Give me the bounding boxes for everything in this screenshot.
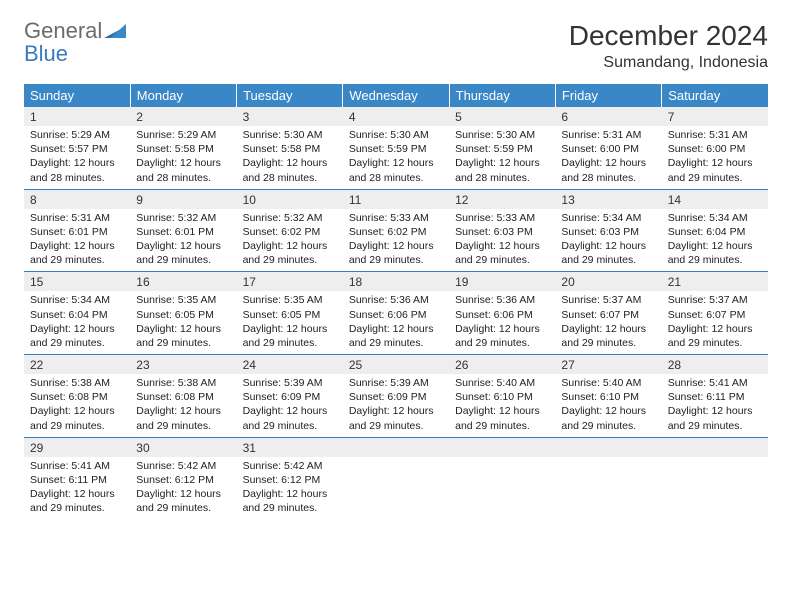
content-row: Sunrise: 5:34 AMSunset: 6:04 PMDaylight:…	[24, 291, 768, 354]
day-content: Sunrise: 5:38 AMSunset: 6:08 PMDaylight:…	[24, 374, 130, 437]
logo-general: General	[24, 18, 102, 43]
day-content: Sunrise: 5:36 AMSunset: 6:06 PMDaylight:…	[449, 291, 555, 354]
day-content: Sunrise: 5:40 AMSunset: 6:10 PMDaylight:…	[449, 374, 555, 437]
title-block: December 2024 Sumandang, Indonesia	[569, 20, 768, 72]
day-number: 20	[555, 272, 661, 291]
day-number: 22	[24, 355, 130, 374]
day-content: Sunrise: 5:38 AMSunset: 6:08 PMDaylight:…	[130, 374, 236, 437]
day-number: 8	[24, 190, 130, 209]
weekday-header: Sunday	[24, 84, 130, 107]
day-content: Sunrise: 5:32 AMSunset: 6:02 PMDaylight:…	[237, 209, 343, 272]
day-content: Sunrise: 5:34 AMSunset: 6:03 PMDaylight:…	[555, 209, 661, 272]
day-content: Sunrise: 5:39 AMSunset: 6:09 PMDaylight:…	[237, 374, 343, 437]
day-number: 14	[662, 190, 768, 209]
day-content: Sunrise: 5:42 AMSunset: 6:12 PMDaylight:…	[130, 457, 236, 520]
calendar-table: Sunday Monday Tuesday Wednesday Thursday…	[24, 84, 768, 519]
day-content: Sunrise: 5:34 AMSunset: 6:04 PMDaylight:…	[24, 291, 130, 354]
day-number: 13	[555, 190, 661, 209]
day-content: Sunrise: 5:31 AMSunset: 6:00 PMDaylight:…	[555, 126, 661, 189]
day-content: Sunrise: 5:42 AMSunset: 6:12 PMDaylight:…	[237, 457, 343, 520]
day-number: .	[662, 438, 768, 457]
weekday-header-row: Sunday Monday Tuesday Wednesday Thursday…	[24, 84, 768, 107]
logo-mark-icon	[104, 25, 126, 42]
weekday-header: Saturday	[662, 84, 768, 107]
day-number: 5	[449, 107, 555, 126]
content-row: Sunrise: 5:41 AMSunset: 6:11 PMDaylight:…	[24, 457, 768, 520]
day-number: 16	[130, 272, 236, 291]
weekday-header: Tuesday	[237, 84, 343, 107]
day-content: Sunrise: 5:32 AMSunset: 6:01 PMDaylight:…	[130, 209, 236, 272]
day-number: 24	[237, 355, 343, 374]
day-number: 6	[555, 107, 661, 126]
day-content: Sunrise: 5:35 AMSunset: 6:05 PMDaylight:…	[130, 291, 236, 354]
day-content: Sunrise: 5:30 AMSunset: 5:58 PMDaylight:…	[237, 126, 343, 189]
day-number: 17	[237, 272, 343, 291]
day-content: Sunrise: 5:29 AMSunset: 5:57 PMDaylight:…	[24, 126, 130, 189]
day-number: 2	[130, 107, 236, 126]
daynum-row: 15161718192021	[24, 272, 768, 292]
weekday-header: Wednesday	[343, 84, 449, 107]
daynum-row: 293031....	[24, 437, 768, 457]
day-number: 29	[24, 438, 130, 457]
day-content: Sunrise: 5:30 AMSunset: 5:59 PMDaylight:…	[343, 126, 449, 189]
day-number: 26	[449, 355, 555, 374]
day-number: 30	[130, 438, 236, 457]
day-content: Sunrise: 5:30 AMSunset: 5:59 PMDaylight:…	[449, 126, 555, 189]
day-content: Sunrise: 5:37 AMSunset: 6:07 PMDaylight:…	[662, 291, 768, 354]
day-number: .	[343, 438, 449, 457]
day-number: .	[449, 438, 555, 457]
day-content: Sunrise: 5:37 AMSunset: 6:07 PMDaylight:…	[555, 291, 661, 354]
day-number: 19	[449, 272, 555, 291]
day-content: Sunrise: 5:41 AMSunset: 6:11 PMDaylight:…	[662, 374, 768, 437]
day-content: Sunrise: 5:33 AMSunset: 6:03 PMDaylight:…	[449, 209, 555, 272]
daynum-row: 22232425262728	[24, 355, 768, 375]
day-content: Sunrise: 5:34 AMSunset: 6:04 PMDaylight:…	[662, 209, 768, 272]
day-number: 18	[343, 272, 449, 291]
content-row: Sunrise: 5:38 AMSunset: 6:08 PMDaylight:…	[24, 374, 768, 437]
day-number: 31	[237, 438, 343, 457]
day-number: 23	[130, 355, 236, 374]
day-number: 11	[343, 190, 449, 209]
day-number: 4	[343, 107, 449, 126]
weekday-header: Friday	[555, 84, 661, 107]
day-number: 10	[237, 190, 343, 209]
day-number: 7	[662, 107, 768, 126]
daynum-row: 891011121314	[24, 189, 768, 209]
header: General Blue December 2024 Sumandang, In…	[24, 20, 768, 72]
day-content: Sunrise: 5:39 AMSunset: 6:09 PMDaylight:…	[343, 374, 449, 437]
month-title: December 2024	[569, 20, 768, 52]
logo-blue: Blue	[24, 41, 68, 66]
day-number: 25	[343, 355, 449, 374]
calendar-page: General Blue December 2024 Sumandang, In…	[0, 0, 792, 539]
day-number: 3	[237, 107, 343, 126]
day-content: Sunrise: 5:40 AMSunset: 6:10 PMDaylight:…	[555, 374, 661, 437]
content-row: Sunrise: 5:31 AMSunset: 6:01 PMDaylight:…	[24, 209, 768, 272]
weekday-header: Monday	[130, 84, 236, 107]
day-number: 9	[130, 190, 236, 209]
day-number: 21	[662, 272, 768, 291]
day-number: 12	[449, 190, 555, 209]
day-content: Sunrise: 5:41 AMSunset: 6:11 PMDaylight:…	[24, 457, 130, 520]
logo: General Blue	[24, 20, 126, 66]
content-row: Sunrise: 5:29 AMSunset: 5:57 PMDaylight:…	[24, 126, 768, 189]
day-content: Sunrise: 5:35 AMSunset: 6:05 PMDaylight:…	[237, 291, 343, 354]
day-number: .	[555, 438, 661, 457]
day-number: 1	[24, 107, 130, 126]
day-content: Sunrise: 5:36 AMSunset: 6:06 PMDaylight:…	[343, 291, 449, 354]
weekday-header: Thursday	[449, 84, 555, 107]
daynum-row: 1234567	[24, 107, 768, 126]
day-content: Sunrise: 5:29 AMSunset: 5:58 PMDaylight:…	[130, 126, 236, 189]
day-number: 27	[555, 355, 661, 374]
day-content: Sunrise: 5:31 AMSunset: 6:00 PMDaylight:…	[662, 126, 768, 189]
day-number: 28	[662, 355, 768, 374]
location: Sumandang, Indonesia	[569, 54, 768, 72]
day-number: 15	[24, 272, 130, 291]
day-content: Sunrise: 5:31 AMSunset: 6:01 PMDaylight:…	[24, 209, 130, 272]
day-content: Sunrise: 5:33 AMSunset: 6:02 PMDaylight:…	[343, 209, 449, 272]
